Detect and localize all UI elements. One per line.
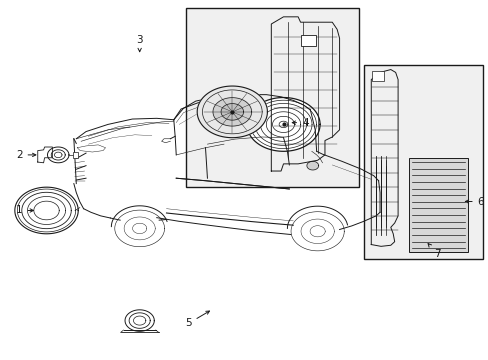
Text: 4: 4 (292, 118, 308, 128)
Polygon shape (306, 161, 318, 170)
Polygon shape (15, 187, 78, 234)
Bar (300, 35, 316, 45)
Polygon shape (221, 104, 243, 120)
Text: 3: 3 (136, 35, 142, 51)
Bar (371, 71, 384, 81)
Polygon shape (197, 86, 267, 138)
Bar (408, 158, 467, 252)
Bar (185, 8, 358, 187)
Text: 1: 1 (16, 206, 33, 216)
Text: 5: 5 (185, 311, 209, 328)
Text: 2: 2 (16, 150, 36, 160)
Polygon shape (213, 98, 251, 126)
Bar (73, 152, 78, 158)
Bar (363, 65, 483, 259)
Text: 6: 6 (465, 197, 483, 207)
Polygon shape (246, 98, 320, 151)
Polygon shape (47, 147, 69, 163)
Text: 7: 7 (427, 244, 440, 258)
Polygon shape (125, 310, 154, 331)
